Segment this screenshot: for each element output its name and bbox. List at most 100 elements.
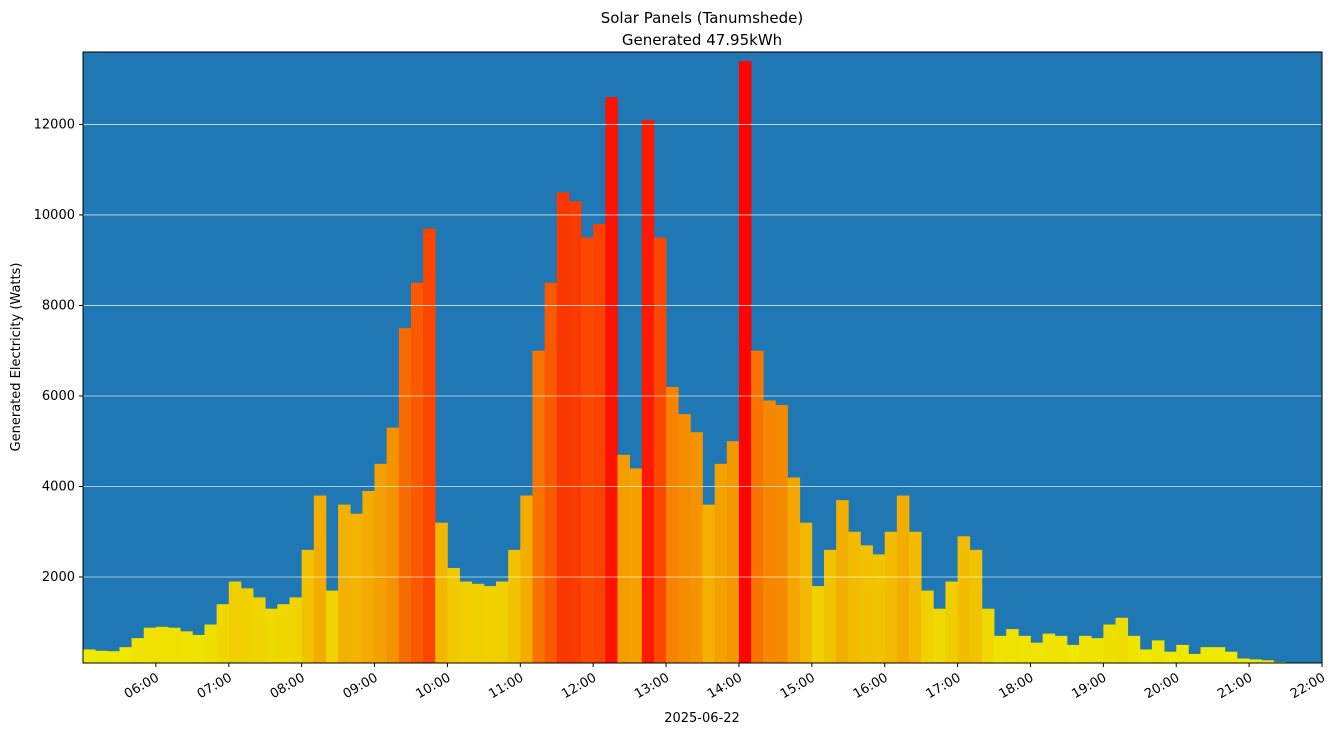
bar: [1066, 644, 1080, 663]
bar: [726, 441, 740, 663]
bar: [1224, 651, 1238, 663]
bar: [1188, 653, 1201, 663]
bar: [799, 522, 813, 663]
bar: [1212, 647, 1226, 663]
bar: [957, 536, 971, 663]
bar: [168, 627, 181, 663]
bar: [994, 635, 1007, 663]
bar: [896, 495, 910, 663]
bar: [483, 586, 497, 663]
x-axis-label: 2025-06-22: [664, 711, 740, 726]
bar: [921, 590, 934, 663]
bar: [1261, 660, 1274, 663]
bar: [860, 545, 873, 663]
bar: [301, 549, 315, 663]
bar: [374, 463, 388, 663]
bar: [459, 581, 473, 663]
bar: [325, 590, 339, 663]
bar: [714, 463, 728, 663]
bar: [909, 531, 922, 663]
bar: [119, 647, 132, 663]
bar: [1018, 635, 1031, 663]
x-tick-label: 07:00: [195, 670, 235, 702]
bar: [338, 504, 351, 663]
bar: [945, 581, 958, 663]
bar: [969, 549, 983, 663]
bar: [678, 414, 691, 663]
bar: [131, 638, 145, 663]
bar: [581, 237, 594, 663]
bar: [95, 650, 108, 663]
bar: [1236, 658, 1250, 663]
bar: [253, 597, 266, 663]
bar: [155, 626, 169, 663]
bar: [180, 631, 193, 663]
bar: [751, 350, 764, 663]
bar: [520, 495, 533, 663]
bar: [884, 531, 898, 663]
bar: [629, 468, 643, 663]
y-tick-label: 8000: [42, 298, 75, 313]
bar: [1127, 635, 1141, 663]
x-tick-label: 19:00: [1069, 670, 1109, 702]
bar: [277, 604, 290, 663]
x-tick-label: 21:00: [1215, 670, 1255, 702]
y-axis-label: Generated Electricity (Watts): [9, 263, 24, 452]
x-tick-label: 10:00: [413, 670, 453, 702]
bar: [532, 350, 545, 663]
bar: [143, 627, 157, 663]
bar: [313, 495, 327, 663]
x-tick-label: 17:00: [924, 670, 964, 702]
bar: [738, 61, 752, 663]
bar: [690, 432, 703, 663]
bar: [872, 554, 886, 663]
chart-title: Solar Panels (Tanumshede): [601, 9, 804, 27]
y-tick-label: 10000: [34, 208, 75, 223]
bar: [447, 567, 460, 663]
chart-subtitle: Generated 47.95kWh: [622, 31, 782, 49]
bar: [410, 282, 424, 663]
bar: [848, 531, 861, 663]
bar: [556, 192, 570, 663]
x-tick-label: 08:00: [268, 670, 308, 702]
bar: [544, 282, 558, 663]
bar: [386, 427, 400, 663]
bar: [763, 400, 776, 663]
bar: [1115, 617, 1129, 663]
bar: [702, 504, 716, 663]
bar: [775, 405, 788, 663]
bar: [933, 608, 946, 663]
y-tick-label: 4000: [42, 479, 75, 494]
x-tick-label: 18:00: [997, 670, 1037, 702]
bar: [1006, 629, 1019, 663]
bar: [1091, 638, 1104, 663]
x-tick-label: 15:00: [778, 670, 818, 702]
y-tick-label: 2000: [42, 570, 75, 585]
bar: [216, 604, 230, 663]
bar: [423, 228, 436, 663]
bar: [265, 608, 278, 663]
x-tick-label: 16:00: [851, 670, 891, 702]
x-tick-label: 13:00: [632, 670, 672, 702]
bar: [350, 513, 363, 663]
bar: [593, 223, 606, 664]
x-tick-label: 20:00: [1142, 670, 1182, 702]
bar: [605, 97, 618, 663]
bar: [289, 597, 303, 663]
bar: [1164, 651, 1177, 663]
bar: [1139, 649, 1153, 663]
bar: [981, 608, 995, 663]
bar: [107, 651, 120, 663]
bar: [787, 477, 801, 663]
y-tick-label: 6000: [42, 389, 75, 404]
bar: [1151, 640, 1165, 663]
bar: [1103, 624, 1116, 663]
bar: [398, 328, 412, 663]
x-tick-label: 11:00: [486, 670, 526, 702]
bar: [1042, 633, 1056, 663]
bar: [1079, 635, 1092, 663]
bar: [1030, 642, 1044, 663]
bar: [471, 583, 485, 663]
